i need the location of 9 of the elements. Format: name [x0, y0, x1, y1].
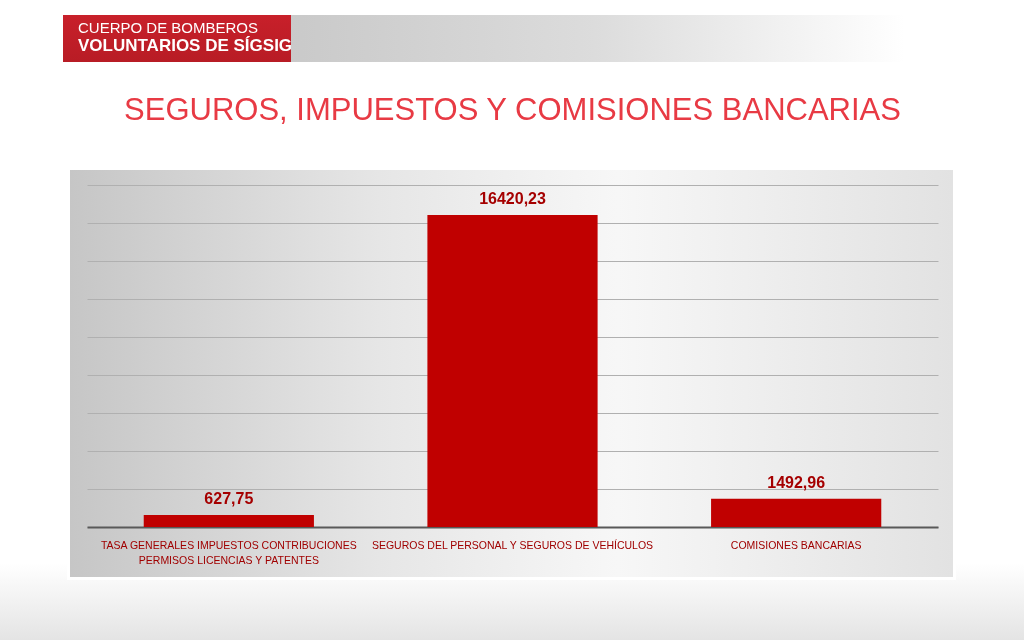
text: CUERPO DE BOMBEROS	[78, 19, 260, 36]
x-tick-label: COMISIONES BANCARIAS	[730, 538, 862, 551]
text: VOLUNTARIOS DE SÍGSIG	[78, 36, 293, 56]
chart-title: SEGUROS, IMPUESTOS Y COMISIONES BANCARIAS	[124, 92, 901, 127]
x-tick-label: TASA GENERALES IMPUESTOS CONTRIBUCIONES PERMISOS LICENCIAS Y PATENTES	[100, 538, 357, 566]
data-label: 16420,23	[479, 190, 546, 208]
data-label: 1492,96	[767, 473, 826, 491]
data-label: 627,75	[204, 490, 254, 508]
x-tick-label: SEGUROS DEL PERSONAL Y SEGUROS DE VEHÍCULOS	[371, 538, 654, 551]
